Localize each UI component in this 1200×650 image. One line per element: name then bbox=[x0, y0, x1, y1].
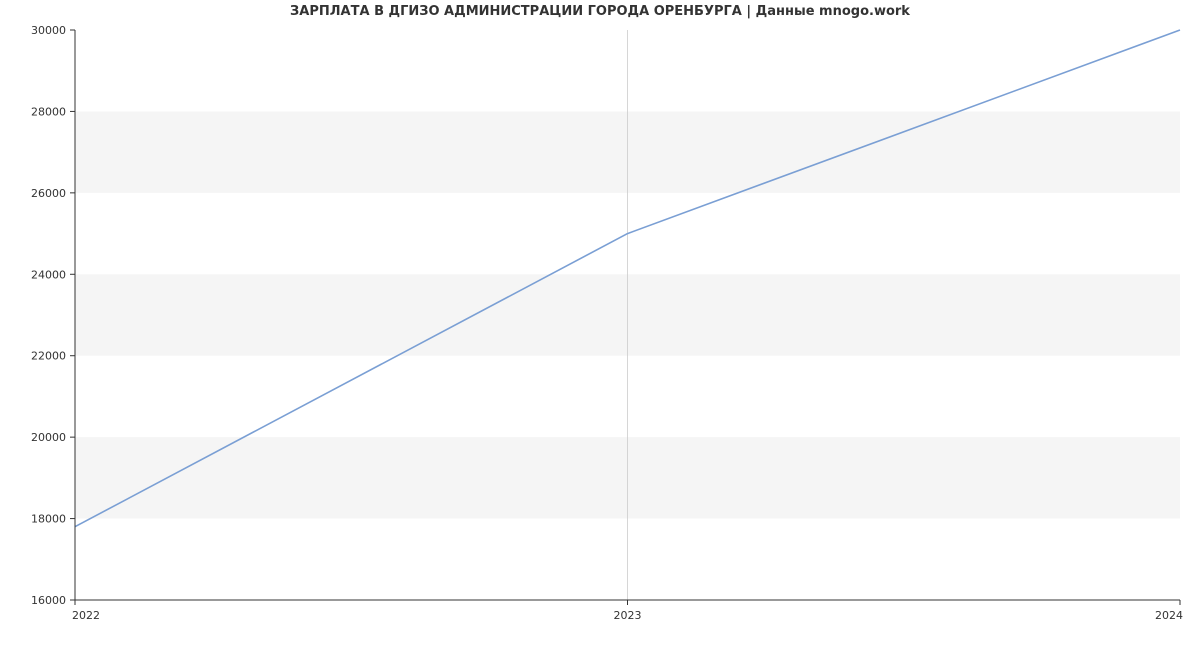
salary-chart: ЗАРПЛАТА В ДГИЗО АДМИНИСТРАЦИИ ГОРОДА ОР… bbox=[0, 0, 1200, 650]
y-tick-label: 28000 bbox=[31, 105, 66, 118]
y-tick-label: 24000 bbox=[31, 268, 66, 281]
x-tick-label: 2024 bbox=[1155, 609, 1183, 622]
y-tick-label: 16000 bbox=[31, 594, 66, 607]
chart-svg: 16000 18000 20000 22000 24000 26000 28000 30000… bbox=[0, 0, 1200, 650]
y-tick-label: 22000 bbox=[31, 350, 66, 363]
y-tick-label: 18000 bbox=[31, 513, 66, 526]
y-tick-label: 20000 bbox=[31, 431, 66, 444]
x-tick-label: 2023 bbox=[614, 609, 642, 622]
y-tick-label: 26000 bbox=[31, 187, 66, 200]
x-tick-label: 2022 bbox=[72, 609, 100, 622]
y-tick-label: 30000 bbox=[31, 24, 66, 37]
chart-title: ЗАРПЛАТА В ДГИЗО АДМИНИСТРАЦИИ ГОРОДА ОР… bbox=[0, 4, 1200, 19]
